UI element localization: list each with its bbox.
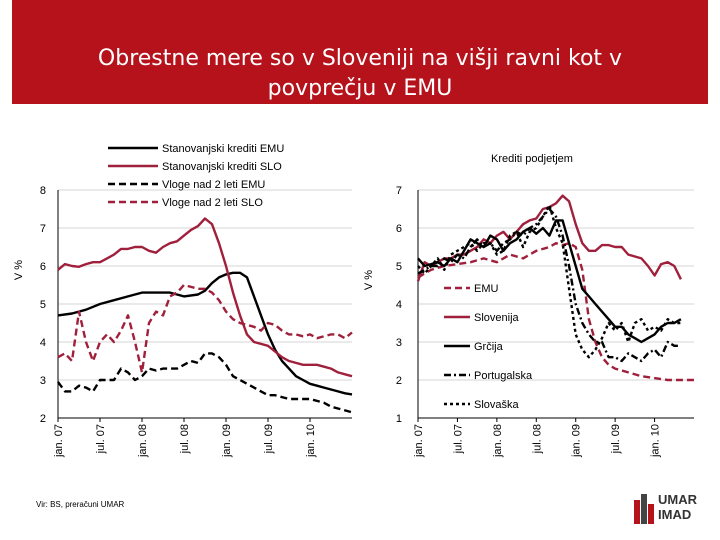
- y-tick-label: 3: [40, 375, 46, 387]
- x-tick-label: jan. 08: [137, 424, 149, 458]
- legend-label: Stanovanjski krediti EMU: [162, 143, 284, 155]
- y-tick-label: 7: [40, 223, 46, 235]
- x-tick-label: jan. 07: [53, 424, 65, 458]
- y-tick-label: 2: [396, 375, 402, 387]
- legend-label: Stanovanjski krediti SLO: [162, 161, 282, 173]
- legend-label: Grčija: [474, 341, 504, 353]
- y-tick-label: 4: [396, 299, 402, 311]
- legend: EMU Slovenija Grčija Portugalska Slovaška: [444, 283, 533, 411]
- y-axis-label: V %: [363, 270, 375, 290]
- logo-line-2: IMAD: [658, 507, 692, 522]
- y-axis-label: V %: [13, 260, 25, 280]
- chart-1: 2 3 4 5 6 7 8 V % jan. 07 jul. 07 jan. 08 jul. 08 ja…: [13, 143, 353, 458]
- series-line-4: [57, 283, 353, 374]
- umar-logo-mark-icon: [634, 494, 654, 524]
- legend-label: Slovenija: [474, 312, 520, 324]
- series-line-2: [57, 217, 353, 378]
- series-line-5: [417, 204, 681, 359]
- x-tick-label: jul. 07: [95, 424, 107, 454]
- y-tick-label: 3: [396, 337, 402, 349]
- x-tick-label: jan. 10: [305, 424, 317, 458]
- legend: Stanovanjski krediti EMU Stanovanjski kre…: [108, 143, 284, 209]
- y-tick-label: 2: [40, 413, 46, 425]
- series-line-3: [57, 352, 353, 414]
- x-tick-label: jan. 09: [571, 424, 583, 458]
- page-title: Obrestne mere so v Sloveniji na višji ra…: [97, 46, 623, 101]
- legend-label: Vloge nad 2 leti SLO: [162, 197, 263, 209]
- series-line-1: [417, 242, 694, 382]
- y-tick-label: 4: [40, 337, 46, 349]
- x-tick-label: jan. 09: [221, 424, 233, 458]
- legend-label: Vloge nad 2 leti EMU: [162, 179, 265, 191]
- x-tick-label: jul. 08: [531, 424, 543, 454]
- chart-title: Krediti podjetjem: [491, 153, 573, 165]
- y-tick-label: 6: [40, 261, 46, 273]
- x-tick-label: jan. 07: [413, 424, 425, 458]
- y-tick-label: 6: [396, 223, 402, 235]
- legend-label: Slovaška: [474, 399, 520, 411]
- chart-2: 1 2 3 4 5 6 7 V % jan. 07 jul. 07 jan. 08 jul. 08 ja…: [363, 153, 694, 458]
- x-tick-label: jan. 08: [492, 424, 504, 458]
- x-tick-label: jul. 07: [452, 424, 464, 454]
- y-tick-label: 5: [40, 299, 46, 311]
- legend-label: Portugalska: [474, 370, 533, 382]
- y-tick-label: 1: [396, 413, 402, 425]
- y-tick-label: 7: [396, 185, 402, 197]
- x-tick-label: jul. 09: [263, 424, 275, 454]
- legend-label: EMU: [474, 283, 499, 295]
- source-note: Vir: BS, preračuni UMAR: [36, 500, 125, 509]
- x-tick-label: jan. 10: [650, 424, 662, 458]
- y-tick-label: 5: [396, 261, 402, 273]
- title-band: Obrestne mere so v Sloveniji na višji ra…: [12, 0, 708, 104]
- x-tick-label: jul. 09: [610, 424, 622, 454]
- series-line-4: [417, 207, 681, 363]
- series-line-1: [57, 271, 353, 396]
- x-tick-label: jul. 08: [179, 424, 191, 454]
- logo-line-1: UMAR: [658, 492, 697, 507]
- y-tick-label: 8: [40, 185, 46, 197]
- series-line-3: [417, 219, 682, 344]
- umar-logo: UMAR IMAD: [632, 490, 712, 530]
